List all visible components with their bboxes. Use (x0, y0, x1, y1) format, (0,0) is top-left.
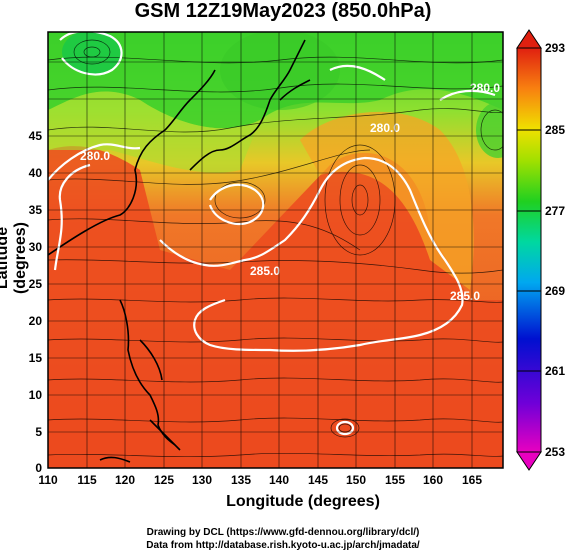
y-tick-label: 20 (29, 314, 43, 328)
colorbar-tick-label: 269 (545, 284, 565, 298)
contour-label: 285.0 (450, 289, 480, 303)
grid (48, 32, 503, 468)
y-tick-label: 30 (29, 240, 43, 254)
y-axis-label: Latitude (degrees) (0, 221, 29, 295)
temperature-field: 280.0 280.0 280.0 285.0 285.0 (48, 32, 503, 468)
x-tick-label: 120 (115, 473, 135, 487)
y-tick-label: 35 (29, 203, 43, 217)
x-tick-label: 110 (38, 473, 58, 487)
x-tick-label: 125 (154, 473, 174, 487)
x-axis-ticks: 110 115 120 125 130 135 140 145 150 155 … (38, 473, 482, 487)
y-tick-label: 0 (35, 461, 42, 475)
y-axis-ticks: 0 5 10 15 20 25 30 35 40 45 (29, 129, 43, 475)
y-tick-label: 5 (35, 425, 42, 439)
colorbar-tick-label: 293 (545, 41, 565, 55)
x-tick-label: 145 (308, 473, 328, 487)
colorbar-tick-label: 253 (545, 445, 565, 459)
map-title: GSM 12Z19May2023 (850.0hPa) (134, 0, 432, 22)
contour-label: 280.0 (370, 121, 400, 135)
y-tick-label: 40 (29, 166, 43, 180)
contour-label: 285.0 (250, 264, 280, 278)
credit-drawing: Drawing by DCL (https://www.gfd-dennou.o… (146, 527, 420, 538)
y-tick-label: 25 (29, 277, 43, 291)
colorbar: 293 285 277 269 261 253 (516, 29, 565, 471)
colorbar-tick-label: 261 (545, 364, 565, 378)
x-tick-label: 160 (423, 473, 443, 487)
x-axis-label: Longitude (degrees) (226, 493, 380, 510)
y-tick-label: 15 (29, 351, 43, 365)
x-tick-label: 155 (385, 473, 405, 487)
x-tick-label: 115 (77, 473, 97, 487)
colorbar-tick-label: 277 (545, 204, 565, 218)
x-tick-label: 150 (346, 473, 366, 487)
colorbar-tick-label: 285 (545, 123, 565, 137)
y-tick-label: 10 (29, 388, 43, 402)
x-tick-label: 135 (231, 473, 251, 487)
x-tick-label: 140 (269, 473, 289, 487)
credit-data: Data from http://database.rish.kyoto-u.a… (146, 540, 420, 551)
contour-label: 280.0 (470, 81, 500, 95)
y-tick-label: 45 (29, 129, 43, 143)
contour-label: 280.0 (80, 149, 110, 163)
x-tick-label: 165 (462, 473, 482, 487)
x-tick-label: 130 (192, 473, 212, 487)
plot-frame (47, 31, 504, 469)
